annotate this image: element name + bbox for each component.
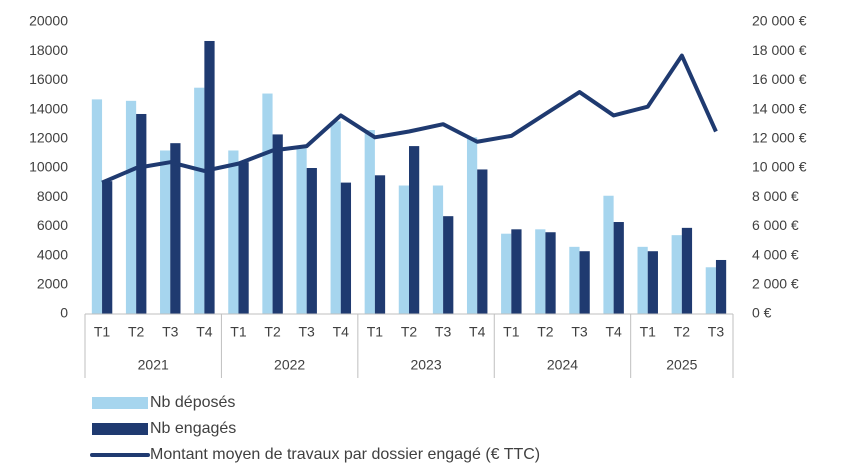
bar — [681, 227, 693, 314]
x-tick-label: T1 — [640, 324, 657, 340]
group-label: 2025 — [666, 357, 697, 373]
y-tick-label: 20000 — [29, 13, 68, 29]
x-tick-label: T2 — [674, 324, 691, 340]
bar — [340, 182, 352, 314]
x-tick-label: T1 — [94, 324, 111, 340]
bar — [330, 121, 341, 314]
y-tick-label: 18000 — [29, 42, 68, 58]
x-tick-label: T1 — [367, 324, 384, 340]
x-tick-label: T4 — [605, 324, 622, 340]
bar — [306, 168, 317, 314]
bar — [511, 229, 522, 314]
x-tick-label: T3 — [435, 324, 452, 340]
y-tick-label: 2000 — [37, 276, 68, 292]
x-tick-label: T1 — [503, 324, 520, 340]
x-tick-label: T2 — [264, 324, 281, 340]
bar — [613, 222, 624, 314]
bar — [374, 175, 386, 314]
y2-tick-label: 16 000 € — [752, 71, 807, 87]
bar — [535, 229, 546, 314]
bar — [398, 185, 409, 314]
bar — [160, 150, 171, 314]
legend-label: Nb déposés — [150, 394, 235, 411]
bar — [272, 134, 283, 314]
bar — [364, 130, 375, 314]
x-tick-label: T3 — [571, 324, 588, 340]
bar — [136, 113, 147, 314]
group-label: 2023 — [410, 357, 441, 373]
bar — [409, 146, 420, 314]
legend-swatch — [92, 423, 148, 435]
bar — [501, 233, 512, 314]
legend-label: Montant moyen de travaux par dossier eng… — [150, 446, 540, 463]
bar — [443, 216, 454, 314]
y2-tick-label: 12 000 € — [752, 130, 807, 146]
legend-swatch — [92, 397, 148, 409]
y-tick-label: 4000 — [37, 246, 68, 262]
y2-tick-label: 10 000 € — [752, 159, 807, 175]
y2-tick-label: 18 000 € — [752, 42, 807, 58]
group-label: 2021 — [138, 357, 169, 373]
y2-tick-label: 14 000 € — [752, 100, 807, 116]
group-label: 2024 — [547, 357, 578, 373]
x-tick-label: T3 — [708, 324, 725, 340]
x-tick-label: T2 — [537, 324, 554, 340]
legend-label: Nb engagés — [150, 420, 236, 437]
y-tick-label: 0 — [60, 305, 68, 321]
x-tick-label: T4 — [196, 324, 213, 340]
line — [101, 53, 718, 185]
x-tick-label: T4 — [469, 324, 486, 340]
y2-tick-label: 0 € — [752, 305, 772, 321]
bar — [170, 143, 181, 314]
bar — [296, 146, 307, 314]
x-tick-label: T3 — [299, 324, 316, 340]
y2-tick-label: 6 000 € — [752, 217, 799, 233]
bar — [228, 150, 239, 314]
bar — [637, 246, 648, 314]
y2-tick-label: 8 000 € — [752, 188, 799, 204]
bar — [204, 40, 215, 314]
bar — [715, 259, 727, 314]
x-tick-label: T4 — [333, 324, 350, 340]
bar — [125, 100, 137, 314]
y-tick-label: 16000 — [29, 71, 68, 87]
y2-tick-label: 20 000 € — [752, 13, 807, 29]
x-tick-label: T3 — [162, 324, 179, 340]
bar — [705, 267, 716, 314]
y-tick-label: 10000 — [29, 159, 68, 175]
y2-tick-label: 2 000 € — [752, 276, 799, 292]
y-tick-label: 6000 — [37, 217, 68, 233]
bar — [579, 251, 590, 314]
bar — [262, 93, 273, 314]
y-tick-label: 8000 — [37, 188, 68, 204]
y-tick-label: 12000 — [29, 130, 68, 146]
bar — [671, 235, 682, 314]
y-tick-label: 14000 — [29, 100, 68, 116]
bar — [432, 185, 444, 314]
bar — [102, 181, 113, 314]
bar — [603, 195, 614, 314]
group-label: 2022 — [274, 357, 305, 373]
bar — [647, 251, 658, 314]
bar — [545, 232, 556, 314]
legend: Nb déposés Nb engagés Montant moyen de tra… — [90, 394, 540, 463]
bar — [569, 246, 580, 314]
bar — [194, 87, 205, 314]
bar — [466, 137, 478, 314]
bar — [477, 169, 488, 314]
y2-tick-label: 4 000 € — [752, 246, 799, 262]
x-tick-label: T2 — [128, 324, 145, 340]
bar — [238, 162, 249, 314]
x-tick-label: T2 — [401, 324, 418, 340]
x-tick-label: T1 — [230, 324, 247, 340]
bar — [91, 99, 103, 314]
